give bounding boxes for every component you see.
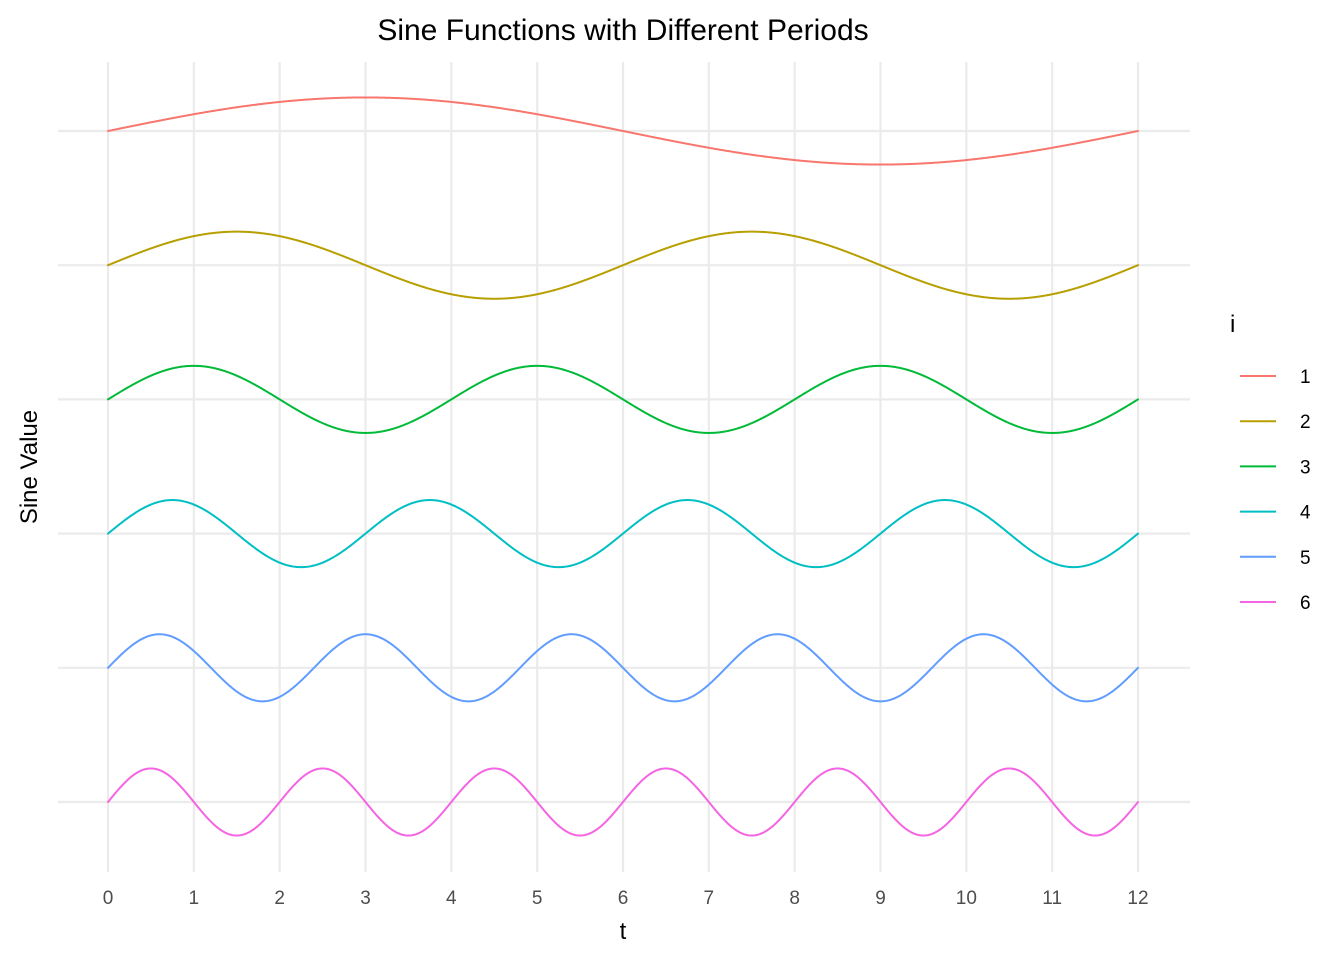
- legend-label-3: 3: [1300, 457, 1311, 478]
- legend-label-5: 5: [1300, 548, 1311, 569]
- x-tick-label: 10: [956, 888, 977, 909]
- x-tick-label: 11: [1042, 888, 1062, 909]
- x-tick-label: 6: [618, 888, 629, 909]
- x-tick-label: 0: [103, 888, 114, 909]
- x-axis-title: t: [620, 918, 627, 945]
- legend-label-1: 1: [1300, 367, 1311, 388]
- legend-label-6: 6: [1300, 593, 1311, 614]
- y-axis-title: Sine Value: [16, 410, 43, 524]
- series-line-2: [107, 230, 1139, 300]
- grid-lines: [58, 62, 1190, 872]
- x-tick-label: 8: [789, 888, 800, 909]
- legend: i 1 2 3 4 5 6: [1230, 311, 1311, 614]
- x-tick-label: 5: [532, 888, 543, 909]
- series-line-6: [107, 767, 1139, 837]
- legend-label-4: 4: [1300, 503, 1311, 524]
- series-lines: [107, 96, 1139, 837]
- chart-title: Sine Functions with Different Periods: [377, 14, 868, 47]
- x-tick-label: 1: [189, 888, 200, 909]
- x-tick-label: 3: [360, 888, 371, 909]
- series-line-1: [107, 96, 1139, 166]
- series-line-3: [107, 364, 1139, 434]
- x-tick-label: 2: [274, 888, 285, 909]
- series-line-4: [107, 499, 1139, 569]
- legend-items: 1 2 3 4 5 6: [1240, 367, 1311, 614]
- x-tick-labels: 0 1 2 3 4 5 6 7 8 9 10 11 12: [103, 888, 1149, 909]
- x-tick-label: 7: [704, 888, 715, 909]
- legend-label-2: 2: [1300, 412, 1311, 433]
- x-tick-label: 12: [1127, 888, 1148, 909]
- legend-title: i: [1230, 311, 1235, 338]
- x-tick-label: 9: [875, 888, 886, 909]
- x-tick-label: 4: [446, 888, 457, 909]
- series-line-5: [107, 633, 1139, 703]
